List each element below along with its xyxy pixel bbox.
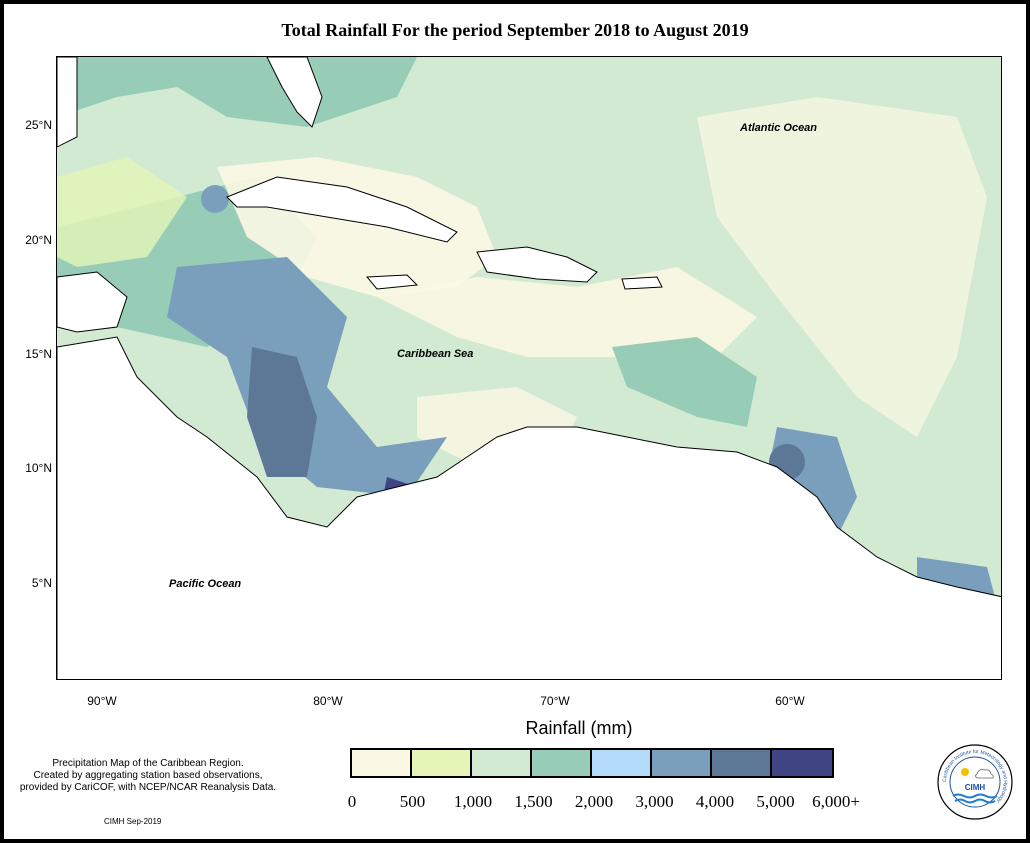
- legend-swatch: [772, 750, 832, 776]
- south-central-america-land: [57, 336, 1001, 679]
- lat-label-25n: 25°N: [25, 118, 52, 132]
- source-note-line: Created by aggregating station based obs…: [33, 770, 263, 781]
- lon-label-80w: 80°W: [313, 694, 343, 708]
- source-note-line: provided by CariCOF, with NCEP/NCAR Rean…: [19, 782, 277, 793]
- mexico-coast-land: [57, 57, 78, 148]
- rainfall-zone-atlantic-dry: [697, 97, 987, 437]
- florida-land: [266, 57, 323, 128]
- pacific-ocean-label: Pacific Ocean: [169, 578, 242, 590]
- legend-tick-label: 5,000: [756, 792, 795, 811]
- rainfall-zone-yucatan: [57, 157, 187, 267]
- sun-icon: [961, 768, 969, 776]
- map-title: Total Rainfall For the period September …: [281, 20, 749, 40]
- rainfall-zone-cuba-west: [201, 185, 229, 213]
- credit-text: CIMH Sep-2019: [104, 817, 162, 826]
- lat-label-10n: 10°N: [25, 461, 52, 475]
- cuba-land: [226, 176, 458, 243]
- water-wave-icon: [954, 798, 996, 804]
- legend-swatch: [352, 750, 412, 776]
- legend-tick-label: 4,000: [695, 792, 735, 811]
- lon-label-90w: 90°W: [87, 694, 117, 708]
- map-canvas: [57, 57, 1001, 679]
- yucatan-land: [57, 271, 128, 333]
- water-wave-icon: [952, 793, 998, 799]
- rainfall-zone-caribbean-coast-wet: [167, 257, 447, 497]
- caribbean-sea-label: Caribbean Sea: [397, 348, 474, 360]
- legend-swatch: [652, 750, 712, 776]
- legend-title: Rainfall (mm): [525, 718, 633, 738]
- legend-swatch: [592, 750, 652, 776]
- rainfall-zone-lesser-antilles: [612, 337, 757, 427]
- jamaica-land: [365, 274, 419, 290]
- logo-text: CIMH: [965, 783, 986, 792]
- legend-swatch: [472, 750, 532, 776]
- lat-label-5n: 5°N: [31, 576, 52, 590]
- lat-label-20n: 20°N: [25, 233, 52, 247]
- legend-colorbar: [350, 748, 834, 778]
- rainfall-zone-nw: [57, 57, 417, 127]
- atlantic-ocean-label: Atlantic Ocean: [740, 122, 818, 134]
- hispaniola-land: [476, 246, 598, 283]
- legend-tick-label: 3,000: [635, 792, 674, 811]
- legend-tick-label: 1,500: [514, 792, 553, 811]
- cloud-icon: [975, 769, 994, 779]
- legend-tick-label: 1,000: [453, 792, 493, 811]
- legend-swatch: [532, 750, 592, 776]
- legend-tick-label: 0: [347, 792, 357, 811]
- legend-swatch: [712, 750, 772, 776]
- legend-swatch: [412, 750, 472, 776]
- lat-label-15n: 15°N: [25, 347, 52, 361]
- rainfall-zone-nicaragua-wet: [247, 347, 317, 477]
- cimh-logo: Caribbean Institute for Meteorology and …: [937, 744, 1013, 820]
- rainfall-zone-caribbean-dry: [377, 267, 757, 357]
- legend-tick-label: 2,000: [574, 792, 614, 811]
- source-note: Precipitation Map of the Caribbean Regio…: [8, 758, 288, 794]
- legend-tick-label: 6,000+: [812, 792, 860, 811]
- source-note-line: Precipitation Map of the Caribbean Regio…: [52, 758, 244, 769]
- lon-label-60w: 60°W: [775, 694, 805, 708]
- rainfall-map: [56, 56, 1002, 680]
- legend-tick-label: 500: [399, 792, 426, 811]
- puerto-rico-land: [621, 276, 663, 290]
- lon-label-70w: 70°W: [540, 694, 570, 708]
